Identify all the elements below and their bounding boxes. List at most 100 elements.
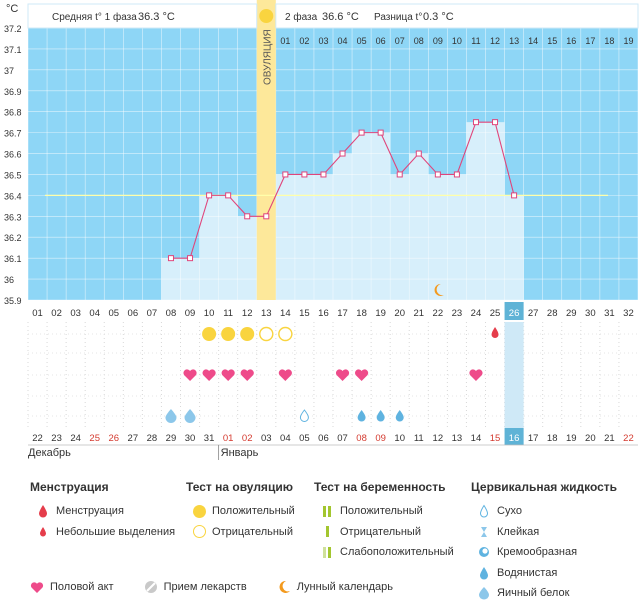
- post-ovulation-day-label: 08: [414, 36, 424, 46]
- egg-white-drop-icon: [184, 409, 196, 424]
- calendar-date-label: 23: [51, 433, 62, 444]
- egg-white-drop-icon: [471, 586, 497, 600]
- month-label-december: Декабрь: [28, 447, 71, 459]
- calendar-date-label: 18: [547, 433, 558, 444]
- temperature-point: [415, 150, 422, 157]
- legend-label: Небольшие выделения: [56, 525, 176, 538]
- one-bar-icon: [314, 526, 340, 538]
- y-unit-label: °C: [6, 3, 18, 15]
- ovulation-band: [256, 0, 276, 300]
- phase1-label: Средняя t° 1 фаза: [52, 11, 137, 23]
- calendar-date-label: 05: [299, 433, 310, 444]
- hourglass-icon: [471, 526, 497, 538]
- diff-label: Разница t°: [374, 12, 422, 23]
- phase1-value: 36.3 °C: [138, 11, 175, 23]
- temperature-bar: [466, 122, 486, 301]
- y-tick-label: 37.2: [4, 24, 22, 34]
- post-ovulation-day-label: 15: [547, 36, 557, 46]
- two-bars-icon: [314, 505, 340, 517]
- temperature-line: [45, 119, 608, 296]
- heart-icon: [30, 581, 44, 593]
- legend-item: Отрицательный: [186, 522, 295, 543]
- legend-item: Кремообразная: [471, 542, 617, 563]
- temperature-point: [492, 119, 499, 126]
- temperature-point: [244, 213, 251, 220]
- cycle-day-label: 09: [185, 308, 196, 319]
- temperature-point: [225, 192, 232, 199]
- temperature-point: [282, 171, 289, 178]
- legend-label: Положительный: [340, 505, 423, 518]
- calendar-date-label: 31: [204, 433, 215, 444]
- faint-bars-icon: [314, 546, 340, 558]
- cycle-day-label: 01: [32, 308, 43, 319]
- ovulation-negative-icon: [259, 326, 274, 342]
- heart-icon: [202, 369, 216, 381]
- calendar-date-label: 03: [261, 433, 272, 444]
- legend-cervical-fluid: Цервикальная жидкость Сухо Клейкая Кремо…: [471, 480, 617, 604]
- calendar-date-label: 08: [356, 433, 367, 444]
- creamy-drop-icon: [471, 546, 497, 558]
- calendar-date-label: 10: [394, 433, 405, 444]
- calendar-date-label: 22: [623, 433, 634, 444]
- cycle-day-label: 28: [547, 308, 558, 319]
- drop-outline-icon: [471, 504, 497, 518]
- temperature-bar: [485, 122, 505, 301]
- calendar-date-label: 13: [452, 433, 463, 444]
- calendar-date-label: 28: [147, 433, 158, 444]
- temperature-bar: [504, 195, 524, 300]
- small-drop-red-icon: [30, 526, 56, 537]
- post-ovulation-day-label: 07: [395, 36, 405, 46]
- legend-pregnancy-test: Тест на беременность Положительный Отриц…: [314, 480, 454, 563]
- post-ovulation-day-label: 01: [280, 36, 290, 46]
- dry-drop-outline-icon: [299, 409, 309, 422]
- legend-bottom: Половой акт Прием лекарств Лунный календ…: [0, 580, 409, 594]
- y-tick-label: 36.4: [4, 191, 22, 201]
- ovulation-positive-icon: [221, 327, 236, 341]
- calendar-date-label: 11: [414, 433, 424, 444]
- legend-item: Слабоположительный: [314, 542, 454, 563]
- chart-header: Средняя t° 1 фаза 36.3 °C 2 фаза 36.6 °C Раз…: [27, 3, 639, 46]
- calendar-date-label: 17: [528, 433, 539, 444]
- temperature-bar: [218, 195, 238, 300]
- calendar-date-label: 14: [471, 433, 482, 444]
- post-ovulation-day-label: 18: [604, 36, 614, 46]
- egg-white-drop-icon: [165, 409, 177, 424]
- legend-label: Сухо: [497, 505, 522, 518]
- legend-label: Водянистая: [497, 566, 558, 579]
- phase2-label: 2 фаза: [285, 11, 318, 23]
- phase2-value: 36.6 °C: [322, 11, 359, 23]
- temperature-point: [167, 255, 174, 262]
- cycle-day-label: 21: [413, 308, 424, 319]
- calendar-date-label: 26: [108, 433, 119, 444]
- post-ovulation-day-label: 13: [509, 36, 519, 46]
- cycle-day-label: 10: [204, 308, 215, 319]
- temperature-point: [301, 171, 308, 178]
- post-ovulation-day-label: 05: [357, 36, 367, 46]
- calendar-date-label: 07: [337, 433, 348, 444]
- cycle-day-label: 15: [299, 308, 310, 319]
- calendar-date-label: 29: [166, 433, 177, 444]
- ovulation-positive-icon: [240, 327, 255, 341]
- heart-icon: [240, 369, 254, 381]
- calendar-date-label: 09: [375, 433, 386, 444]
- watery-drop-icon: [376, 410, 385, 422]
- legend-item: Положительный: [186, 501, 295, 522]
- cycle-day-label: 07: [147, 308, 158, 319]
- cycle-day-label: 27: [528, 308, 539, 319]
- watery-drop-icon: [357, 410, 366, 422]
- calendar-date-label: 19: [566, 433, 577, 444]
- calendar-date-label: 02: [242, 433, 253, 444]
- legend-menstruation-title: Менструация: [30, 480, 109, 494]
- ovulation-label: ОВУЛЯЦИЯ: [262, 29, 273, 85]
- calendar-date-label: 22: [32, 433, 43, 444]
- pill-icon: [144, 581, 157, 593]
- legend-label: Менструация: [56, 505, 124, 518]
- temperature-bar: [409, 153, 429, 300]
- temperature-point: [358, 129, 365, 136]
- phase2-box: [275, 3, 639, 29]
- temperature-bar: [333, 153, 353, 300]
- calendar-date-label: 30: [185, 433, 196, 444]
- cycle-day-label: 19: [375, 308, 386, 319]
- cycle-day-label: 14: [280, 308, 291, 319]
